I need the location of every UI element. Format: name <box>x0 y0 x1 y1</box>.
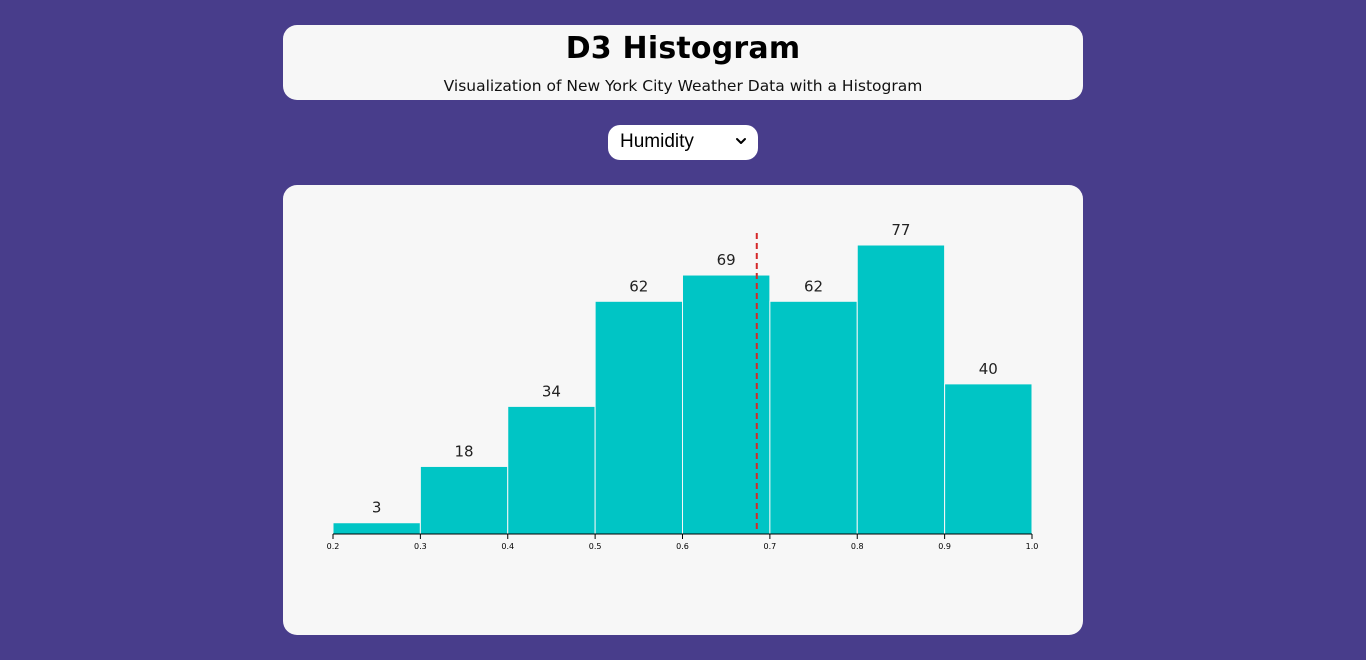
page-title: D3 Histogram <box>565 31 801 66</box>
histogram-bar <box>507 405 596 535</box>
histogram-bar <box>944 383 1033 535</box>
histogram-bar <box>594 300 683 535</box>
metric-select-value: Humidity <box>620 131 694 152</box>
histogram-bar <box>769 300 858 535</box>
bar-value-label: 40 <box>979 360 998 378</box>
x-axis-tick-label: 0.4 <box>501 542 514 551</box>
x-axis-tick-label: 0.8 <box>851 542 864 551</box>
x-axis-tick-label: 0.3 <box>414 542 427 551</box>
x-axis-tick-label: 0.7 <box>764 542 777 551</box>
histogram-bar <box>332 522 421 535</box>
bar-value-label: 34 <box>542 382 561 400</box>
x-axis-tick-label: 0.5 <box>589 542 602 551</box>
bar-value-label: 69 <box>717 251 736 269</box>
histogram-chart: 3 18 34 62 69 62 77 40 0.2 0.3 0.4 0.5 0.6 0.7 0.8 0.9 1… <box>327 221 1039 551</box>
histogram-bar <box>419 465 509 535</box>
chevron-down-icon <box>736 138 746 144</box>
page-subtitle: Visualization of New York City Weather D… <box>443 77 923 95</box>
bar-value-label: 62 <box>804 277 823 295</box>
bar-value-label: 77 <box>891 221 910 239</box>
metric-select[interactable]: Humidity <box>608 125 758 160</box>
x-axis-tick-label: 1.0 <box>1026 542 1039 551</box>
bar-value-label: 18 <box>455 442 474 460</box>
x-axis-tick-label: 0.6 <box>676 542 689 551</box>
x-axis-tick-label: 0.2 <box>327 542 340 551</box>
x-axis-tick-label: 0.9 <box>938 542 951 551</box>
header-card: D3 Histogram Visualization of New York C… <box>283 25 1083 100</box>
bar-value-label: 62 <box>629 277 648 295</box>
histogram-bar <box>682 274 771 535</box>
bar-value-label: 3 <box>372 499 382 517</box>
histogram-bar <box>856 244 946 535</box>
chart-card: 3 18 34 62 69 62 77 40 0.2 0.3 0.4 0.5 0.6 0.7 0.8 0.9 1… <box>283 185 1083 635</box>
